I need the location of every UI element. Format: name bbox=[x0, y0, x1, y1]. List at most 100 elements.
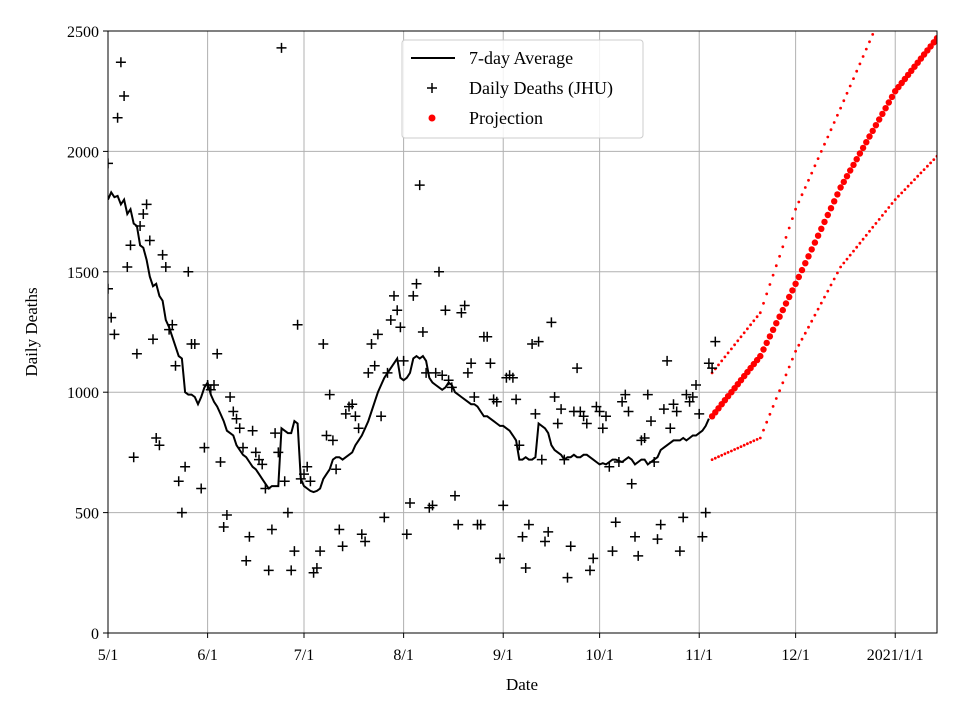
projection-upper-point bbox=[730, 347, 733, 351]
daily-death-point bbox=[148, 334, 158, 345]
daily-death-point bbox=[697, 531, 708, 542]
daily-death-point bbox=[514, 440, 525, 451]
daily-death-point bbox=[279, 476, 290, 487]
daily-death-point bbox=[131, 348, 142, 359]
projection-point bbox=[757, 352, 764, 360]
daily-death-point bbox=[578, 411, 589, 422]
projection-lower-point bbox=[897, 194, 900, 198]
projection-point bbox=[933, 35, 937, 42]
projection-lower-point bbox=[909, 181, 913, 185]
daily-death-point bbox=[556, 404, 567, 415]
y-tick-label: 500 bbox=[75, 506, 99, 523]
projection-upper-point bbox=[784, 236, 788, 239]
x-axis: 5/1 6/1 7/1 8/1 9/1 10/1 11/1 12/1 2021/1/1 bbox=[98, 633, 924, 664]
daily-death-point bbox=[286, 565, 297, 576]
projection-lower-point bbox=[929, 161, 932, 165]
daily-death-point bbox=[305, 476, 316, 487]
projection-point bbox=[782, 300, 790, 307]
daily-death-point bbox=[540, 536, 550, 547]
projection-lower-point bbox=[717, 455, 720, 459]
daily-death-point bbox=[266, 524, 277, 535]
daily-death-point bbox=[430, 367, 441, 378]
legend-box bbox=[401, 39, 644, 139]
projection-upper-point bbox=[781, 245, 785, 249]
projection-lower-point bbox=[864, 233, 868, 237]
daily-death-point bbox=[353, 423, 364, 434]
daily-death-point bbox=[546, 317, 557, 328]
y-axis: 0 500 1000 1500 2000 2500 bbox=[67, 24, 108, 643]
daily-death-point bbox=[456, 307, 467, 318]
daily-death-point bbox=[318, 339, 329, 349]
projection-point bbox=[769, 326, 777, 333]
daily-death-point bbox=[241, 555, 252, 566]
daily-death-point bbox=[151, 433, 162, 443]
daily-death-point bbox=[189, 339, 200, 349]
daily-death-point bbox=[340, 408, 351, 419]
projection-upper-point bbox=[868, 40, 871, 44]
daily-death-point bbox=[321, 430, 332, 441]
projection-upper-point bbox=[797, 200, 801, 204]
daily-death-point bbox=[559, 454, 570, 465]
projection-point bbox=[827, 205, 835, 212]
daily-death-point bbox=[299, 469, 309, 480]
projection-lower-point bbox=[810, 319, 814, 323]
projection-upper-point bbox=[755, 315, 759, 319]
projection-lower-point bbox=[842, 261, 846, 265]
daily-death-point bbox=[289, 546, 300, 557]
projection-point bbox=[843, 173, 851, 180]
daily-death-point bbox=[613, 457, 624, 467]
x-tick-label: 5/1 bbox=[98, 647, 118, 664]
daily-death-point bbox=[225, 392, 236, 402]
projection-lower-point bbox=[868, 229, 871, 233]
daily-death-point bbox=[196, 483, 207, 494]
daily-death-point bbox=[443, 375, 454, 386]
projection-upper-point bbox=[813, 164, 817, 168]
x-tick-label: 11/1 bbox=[685, 647, 713, 664]
daily-death-point bbox=[687, 392, 698, 402]
daily-death-point bbox=[620, 389, 631, 400]
daily-death-point bbox=[250, 447, 261, 458]
projection-lower-point bbox=[723, 452, 727, 456]
projection-upper-point bbox=[803, 186, 807, 189]
y-tick-label: 1000 bbox=[67, 385, 99, 402]
daily-death-point bbox=[536, 454, 547, 465]
daily-death-point bbox=[623, 406, 634, 417]
daily-death-point bbox=[610, 517, 621, 528]
projection-upper-point bbox=[807, 178, 810, 182]
projection-lower-point bbox=[784, 373, 788, 377]
projection-upper-point bbox=[855, 69, 859, 73]
daily-death-point bbox=[646, 416, 656, 427]
projection-upper-point bbox=[819, 150, 823, 153]
daily-death-point bbox=[157, 249, 168, 260]
daily-death-point bbox=[170, 360, 181, 371]
daily-death-point bbox=[707, 363, 718, 374]
projection-lower-point bbox=[762, 428, 765, 432]
daily-death-point bbox=[517, 531, 528, 542]
projection-lower-point bbox=[832, 277, 836, 281]
projection-lower-point bbox=[906, 184, 910, 188]
projection-point bbox=[798, 266, 806, 274]
projection-upper-point bbox=[858, 62, 862, 66]
daily-death-point bbox=[437, 370, 448, 381]
x-tick-label: 9/1 bbox=[493, 647, 513, 664]
daily-death-point bbox=[572, 363, 583, 374]
projection-lower-point bbox=[845, 257, 849, 261]
projection-lower-point bbox=[726, 451, 730, 454]
legend-label-projection: Projection bbox=[469, 108, 543, 128]
daily-death-point bbox=[601, 411, 611, 422]
projection-point bbox=[853, 156, 860, 163]
x-axis-title: Date bbox=[506, 675, 538, 694]
projection-lower-point bbox=[803, 331, 807, 335]
daily-death-point bbox=[398, 355, 409, 366]
projection-upper-point bbox=[746, 327, 749, 331]
daily-death-point bbox=[395, 322, 406, 333]
daily-death-point bbox=[588, 553, 599, 564]
daily-death-point bbox=[167, 319, 178, 330]
daily-death-point bbox=[209, 380, 219, 390]
projection-point bbox=[837, 184, 844, 191]
projection-upper-point bbox=[791, 217, 794, 221]
y-tick-label: 0 bbox=[91, 626, 99, 643]
projection-point bbox=[763, 339, 770, 347]
daily-death-point bbox=[115, 57, 126, 68]
